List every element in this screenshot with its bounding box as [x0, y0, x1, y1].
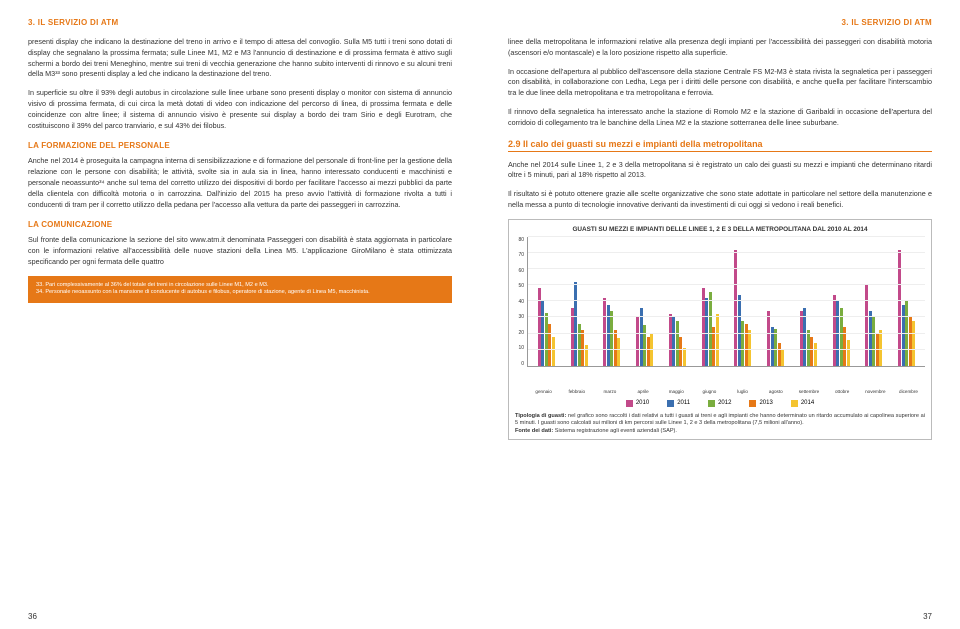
- paragraph: Il risultato si è potuto ottenere grazie…: [508, 189, 932, 211]
- x-label: giugno: [693, 387, 726, 394]
- legend-swatch: [791, 400, 798, 407]
- y-axis: 80 70 60 50 40 30 20 10 0: [515, 237, 527, 367]
- gridline: [528, 252, 925, 253]
- x-axis-labels: gennaiofebbraiomarzoaprilemaggiogiugnolu…: [527, 387, 925, 394]
- y-tick: 10: [515, 345, 524, 351]
- month-group: [759, 237, 792, 366]
- bar: [781, 350, 784, 366]
- x-label: maggio: [660, 387, 693, 394]
- legend-label: 2012: [718, 400, 731, 406]
- month-group: [890, 237, 923, 366]
- y-tick: 0: [515, 361, 524, 367]
- y-tick: 80: [515, 237, 524, 243]
- legend-label: 2010: [636, 400, 649, 406]
- month-group: [825, 237, 858, 366]
- paragraph: In occasione dell'apertura al pubblico d…: [508, 67, 932, 99]
- section-head-guasti: 2.9 Il calo dei guasti su mezzi e impian…: [508, 139, 932, 152]
- source-label: Fonte dei dati:: [515, 428, 553, 434]
- x-label: aprile: [627, 387, 660, 394]
- x-label: novembre: [859, 387, 892, 394]
- right-page: 3. IL SERVIZIO DI ATM linee della metrop…: [480, 0, 960, 629]
- y-tick: 70: [515, 252, 524, 258]
- month-group: [596, 237, 629, 366]
- gridline: [528, 349, 925, 350]
- y-tick: 20: [515, 330, 524, 336]
- gridline: [528, 284, 925, 285]
- month-group: [563, 237, 596, 366]
- legend-label: 2011: [677, 400, 690, 406]
- chart-area: 80 70 60 50 40 30 20 10 0: [515, 237, 925, 387]
- x-label: dicembre: [892, 387, 925, 394]
- legend-label: 2013: [759, 400, 772, 406]
- page-number: 37: [923, 612, 932, 621]
- legend-swatch: [667, 400, 674, 407]
- bar: [683, 348, 686, 366]
- month-group: [530, 237, 563, 366]
- legend-swatch: [708, 400, 715, 407]
- subhead-formazione: LA FORMAZIONE DEL PERSONALE: [28, 141, 452, 150]
- chart-caption: Tipologia di guasti: nel grafico sono ra…: [515, 413, 925, 436]
- bar: [912, 321, 915, 366]
- paragraph: Anche nel 2014 sulle Linee 1, 2 e 3 dell…: [508, 160, 932, 182]
- legend-item: 2012: [708, 400, 731, 407]
- x-label: agosto: [759, 387, 792, 394]
- legend-swatch: [626, 400, 633, 407]
- month-group: [694, 237, 727, 366]
- legend-label: 2014: [801, 400, 814, 406]
- gridline: [528, 268, 925, 269]
- paragraph: Anche nel 2014 è proseguita la campagna …: [28, 156, 452, 210]
- chart-container: GUASTI SU MEZZI E IMPIANTI DELLE LINEE 1…: [508, 219, 932, 441]
- chart-legend: 2010 2011 2012 2013 2014: [515, 400, 925, 407]
- legend-item: 2011: [667, 400, 690, 407]
- legend-item: 2013: [749, 400, 772, 407]
- paragraph: In superficie su oltre il 93% degli auto…: [28, 88, 452, 131]
- month-group: [858, 237, 891, 366]
- paragraph: Sul fronte della comunicazione la sezion…: [28, 235, 452, 267]
- x-label: luglio: [726, 387, 759, 394]
- bar: [716, 314, 719, 366]
- running-head-left: 3. IL SERVIZIO DI ATM: [28, 18, 452, 27]
- bar: [814, 343, 817, 366]
- month-group: [792, 237, 825, 366]
- month-group: [628, 237, 661, 366]
- month-group: [727, 237, 760, 366]
- subhead-comunicazione: LA COMUNICAZIONE: [28, 220, 452, 229]
- paragraph: Il rinnovo della segnaletica ha interess…: [508, 107, 932, 129]
- gridline: [528, 300, 925, 301]
- paragraph: presenti display che indicano la destina…: [28, 37, 452, 80]
- y-tick: 30: [515, 314, 524, 320]
- legend-swatch: [749, 400, 756, 407]
- chart-title: GUASTI SU MEZZI E IMPIANTI DELLE LINEE 1…: [515, 226, 925, 233]
- y-tick: 40: [515, 299, 524, 305]
- bars-container: [528, 237, 925, 366]
- x-label: gennaio: [527, 387, 560, 394]
- paragraph: linee della metropolitana le informazion…: [508, 37, 932, 59]
- x-label: marzo: [593, 387, 626, 394]
- gridline: [528, 236, 925, 237]
- bar: [847, 340, 850, 366]
- gridline: [528, 316, 925, 317]
- legend-item: 2014: [791, 400, 814, 407]
- chart-plot: [527, 237, 925, 367]
- x-label: settembre: [792, 387, 825, 394]
- month-group: [661, 237, 694, 366]
- x-label: ottobre: [826, 387, 859, 394]
- bar: [617, 338, 620, 365]
- footnote-box: 33. Pari complessivamente al 36% del tot…: [28, 276, 452, 303]
- left-page: 3. IL SERVIZIO DI ATM presenti display c…: [0, 0, 480, 629]
- y-tick: 50: [515, 283, 524, 289]
- running-head-right: 3. IL SERVIZIO DI ATM: [508, 18, 932, 27]
- gridline: [528, 333, 925, 334]
- caption-label: Tipologia di guasti:: [515, 413, 566, 419]
- source-text: Sistema registrazione agli eventi aziend…: [553, 428, 677, 434]
- bar: [650, 334, 653, 366]
- y-tick: 60: [515, 268, 524, 274]
- bar: [552, 337, 555, 366]
- page-number: 36: [28, 612, 37, 621]
- x-label: febbraio: [560, 387, 593, 394]
- caption-text: nel grafico sono raccolti i dati relativ…: [515, 413, 925, 427]
- legend-item: 2010: [626, 400, 649, 407]
